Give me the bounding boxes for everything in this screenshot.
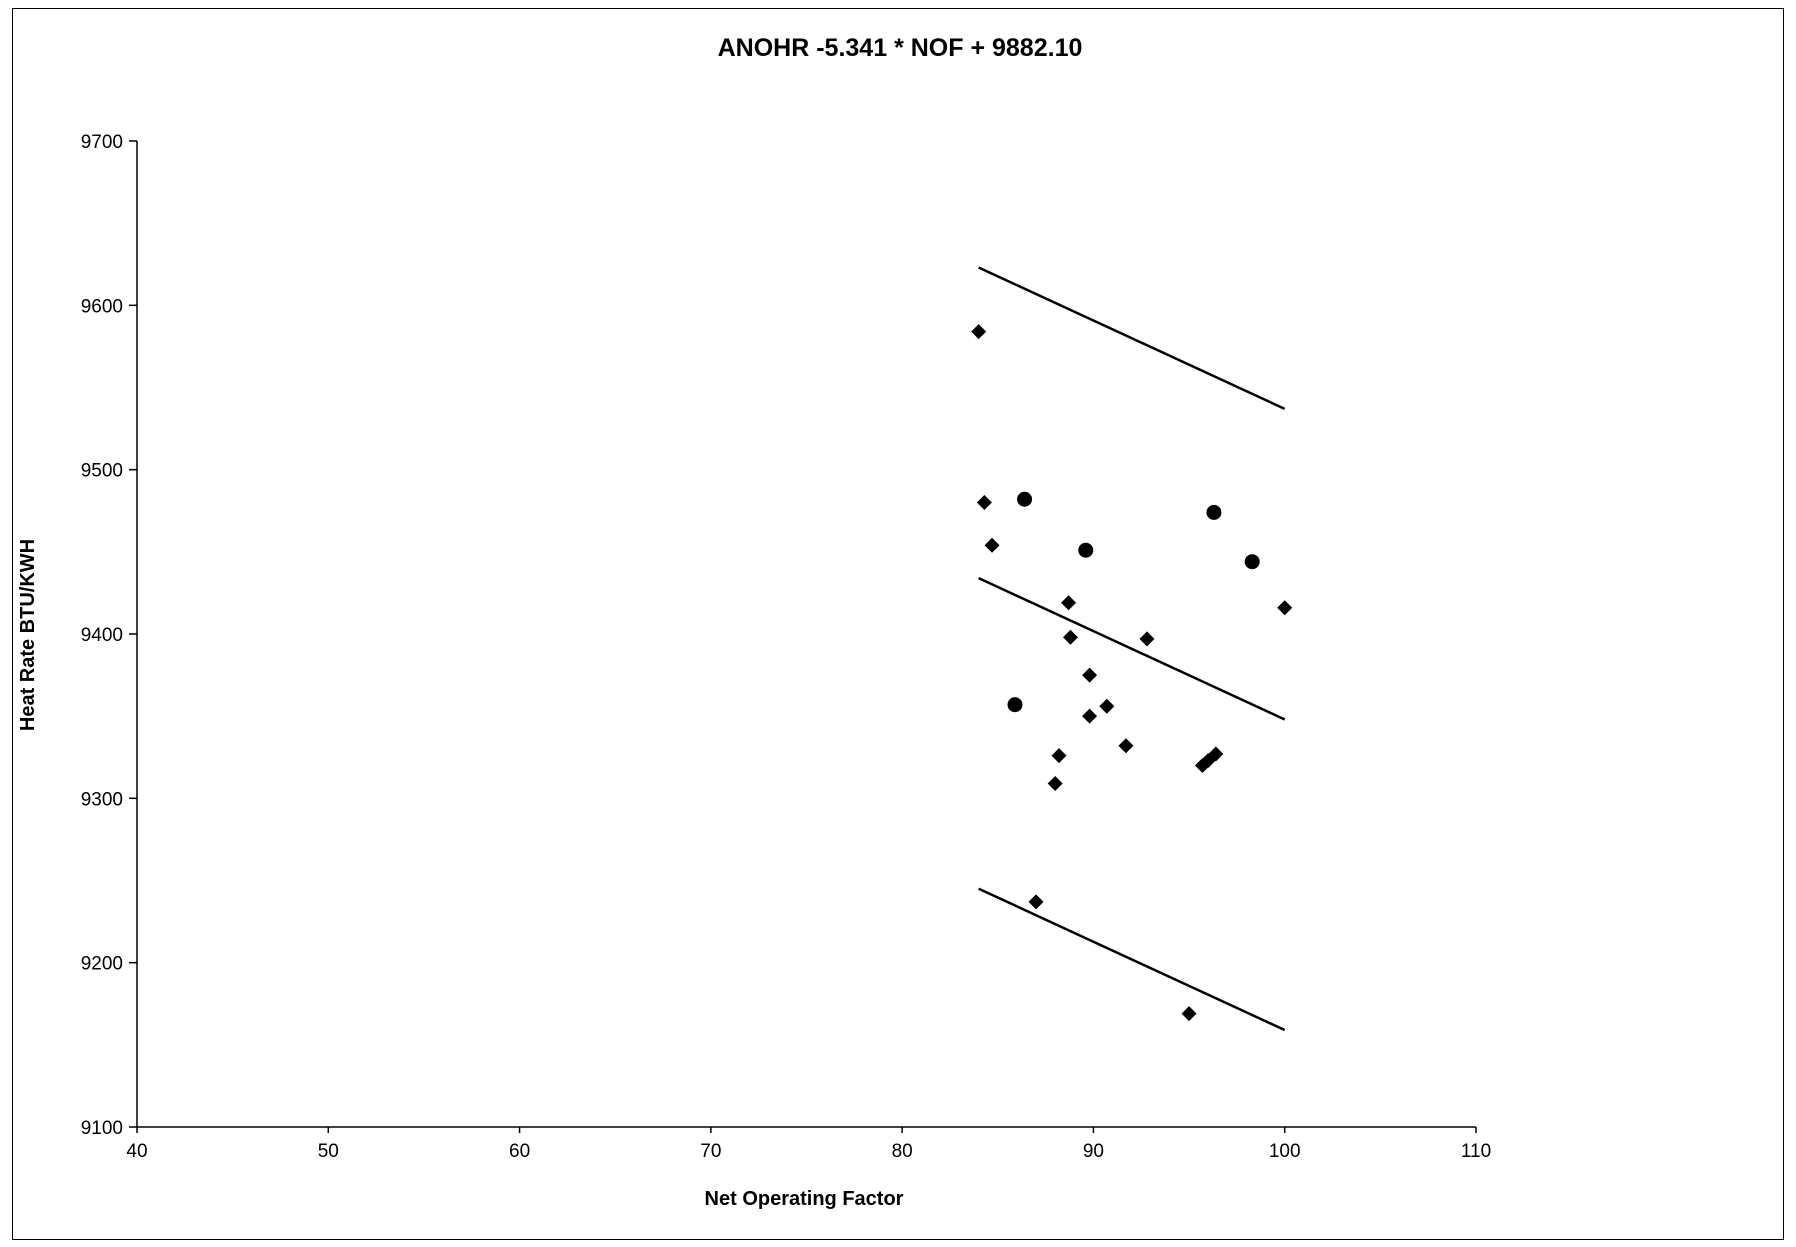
data-point-diamond (1139, 631, 1155, 647)
x-tick-label: 60 (509, 1141, 530, 1162)
data-point-diamond (1061, 595, 1077, 611)
data-point-circle (1206, 504, 1222, 520)
y-tick-label: 9500 (81, 461, 123, 482)
plot-area: 9100 9200 9300 9400 9500 9600 9700 40 50 60 70 80 90… (81, 132, 1491, 1162)
data-point-diamond (1208, 746, 1224, 762)
data-point-circle (1017, 491, 1033, 507)
data-point-circle (1244, 554, 1260, 570)
x-tick-label: 110 (1461, 1141, 1491, 1162)
y-tick-label: 9400 (81, 625, 123, 646)
y-axis-title: Heat Rate BTU/KWH (17, 539, 39, 731)
x-tick-label: 70 (700, 1141, 721, 1162)
data-point-diamond (984, 537, 1000, 553)
data-point-diamond (1277, 600, 1293, 616)
data-point-diamond (971, 324, 987, 340)
data-point-diamond (1082, 708, 1098, 724)
x-tick-label: 80 (892, 1141, 913, 1162)
data-point-circle (1078, 542, 1094, 558)
data-point-diamond (1118, 738, 1134, 754)
trend-line-fit (978, 576, 1286, 721)
data-point-diamond (1047, 776, 1063, 792)
y-tick-label: 9700 (81, 132, 123, 153)
trend-line-upper (978, 266, 1286, 410)
y-tick-label: 9600 (81, 296, 123, 317)
x-tick-label: 40 (126, 1141, 147, 1162)
x-tick-label: 50 (318, 1141, 339, 1162)
data-point-diamond (1062, 629, 1078, 645)
data-point-diamond (1028, 894, 1044, 910)
data-point-diamond (1082, 667, 1098, 683)
y-tick-label: 9300 (81, 789, 123, 810)
x-tick-label: 100 (1269, 1141, 1301, 1162)
trend-line-lower (978, 887, 1286, 1032)
data-point-diamond (976, 495, 992, 511)
data-point-diamond (1051, 748, 1067, 764)
data-point-circle (1007, 697, 1023, 713)
x-axis-title: Net Operating Factor (705, 1188, 904, 1210)
x-tick-label: 90 (1083, 1141, 1104, 1162)
chart-title: ANOHR -5.341 * NOF + 9882.10 (718, 34, 1083, 62)
data-point-diamond (1099, 698, 1115, 714)
chart-frame (12, 8, 1784, 1240)
y-tick-label: 9200 (81, 954, 123, 975)
data-point-diamond (1181, 1006, 1197, 1022)
y-tick-label: 9100 (81, 1118, 123, 1139)
